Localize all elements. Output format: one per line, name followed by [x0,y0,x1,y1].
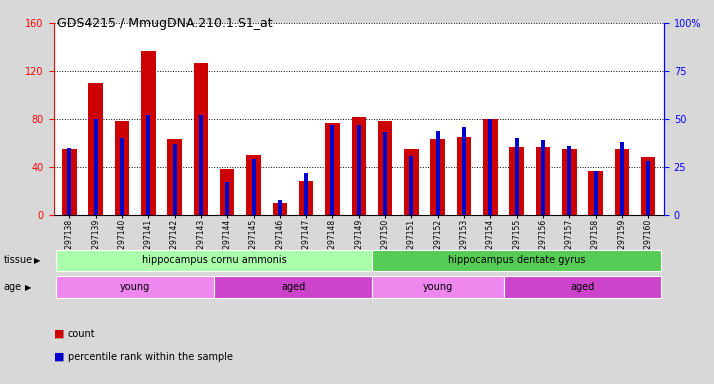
Bar [567,146,571,215]
Bar [278,200,282,215]
Bar [62,149,76,215]
Text: ■: ■ [54,329,64,339]
Bar [436,131,440,215]
Text: aged: aged [570,282,595,292]
Bar [193,63,208,215]
Bar [488,119,493,215]
Bar [56,250,372,271]
Text: hippocampus dentate gyrus: hippocampus dentate gyrus [448,255,585,265]
Bar [94,119,98,215]
Bar [304,173,308,215]
Text: GDS4215 / MmugDNA.210.1.S1_at: GDS4215 / MmugDNA.210.1.S1_at [57,17,273,30]
Bar [115,121,129,215]
Bar [483,119,498,215]
Bar [409,156,413,215]
Text: ■: ■ [54,352,64,362]
Bar [509,147,524,215]
Bar [251,159,256,215]
Bar [593,171,598,215]
Bar [372,276,503,298]
Bar [173,144,176,215]
Text: hippocampus cornu ammonis: hippocampus cornu ammonis [141,255,286,265]
Bar [620,142,624,215]
Bar [383,132,387,215]
Bar [56,276,214,298]
Bar [120,138,124,215]
Bar [641,157,655,215]
Bar [588,170,603,215]
Bar [462,127,466,215]
Bar [167,139,182,215]
Bar [457,137,471,215]
Bar [199,115,203,215]
Bar [214,276,372,298]
Bar [326,122,340,215]
Bar [357,125,361,215]
Bar [404,149,418,215]
Bar [646,161,650,215]
Text: aged: aged [281,282,305,292]
Text: young: young [120,282,150,292]
Bar [146,115,151,215]
Bar [351,117,366,215]
Text: age: age [4,282,21,292]
Bar [225,182,229,215]
Bar [67,148,71,215]
Bar [299,182,313,215]
Text: young: young [423,282,453,292]
Bar [562,149,576,215]
Bar [220,169,234,215]
Text: count: count [68,329,96,339]
Text: tissue: tissue [4,255,33,265]
Bar [372,250,661,271]
Bar [273,203,287,215]
Bar [431,139,445,215]
Bar [536,147,550,215]
Text: ▶: ▶ [25,283,31,292]
Bar [615,149,629,215]
Text: ▶: ▶ [34,256,41,265]
Text: percentile rank within the sample: percentile rank within the sample [68,352,233,362]
Bar [378,121,392,215]
Bar [141,51,156,215]
Bar [246,155,261,215]
Bar [503,276,661,298]
Bar [331,125,334,215]
Bar [541,140,545,215]
Bar [515,138,518,215]
Bar [89,83,103,215]
